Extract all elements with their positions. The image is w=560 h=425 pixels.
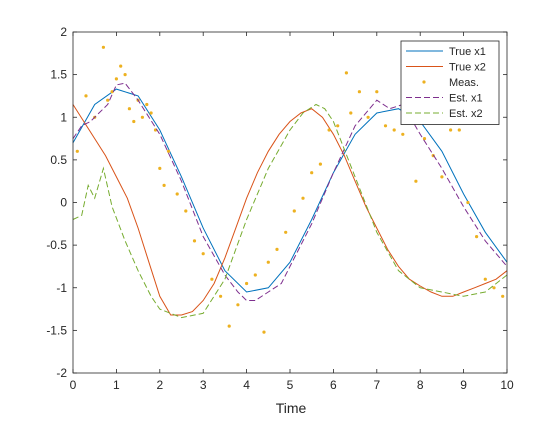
meas-point [349, 111, 353, 115]
legend-label: True x1 [449, 46, 486, 58]
series-line-1 [72, 88, 508, 293]
meas-point [301, 196, 305, 200]
series-line-4 [72, 82, 508, 301]
meas-point [123, 73, 127, 77]
meas-point [219, 294, 223, 298]
meas-point [253, 273, 257, 277]
y-tick-label: 1 [60, 110, 67, 124]
meas-point [366, 115, 370, 119]
x-tick-label: 0 [70, 378, 77, 392]
legend-label: Meas. [449, 77, 479, 89]
meas-point [210, 277, 214, 281]
legend-box [400, 40, 500, 125]
meas-point [275, 247, 279, 251]
legend-label: Est. x1 [449, 93, 483, 105]
y-tick-label: 1.5 [50, 68, 67, 82]
meas-point [375, 90, 379, 94]
y-tick-label: 0.5 [50, 153, 67, 167]
meas-point [119, 64, 123, 68]
meas-point [483, 277, 487, 281]
meas-point [127, 107, 131, 111]
x-tick-label: 1 [113, 378, 120, 392]
y-tick-label: -1 [56, 281, 67, 295]
y-tick-label: -1.5 [46, 323, 67, 337]
meas-point [401, 132, 405, 136]
meas-point [344, 71, 348, 75]
meas-point [449, 128, 453, 132]
x-tick-label: 3 [200, 378, 207, 392]
meas-point [145, 102, 149, 107]
meas-point [245, 281, 249, 286]
meas-point [422, 137, 427, 141]
meas-point [492, 286, 496, 290]
legend-marker [422, 80, 426, 84]
meas-point [149, 111, 153, 115]
meas-point [327, 128, 331, 132]
meas-point [110, 90, 114, 94]
x-tick-label: 10 [500, 378, 514, 392]
meas-point [318, 162, 322, 166]
meas-point [310, 171, 314, 175]
meas-point [440, 175, 444, 179]
meas-point [475, 235, 479, 239]
y-tick-label: 2 [60, 25, 67, 39]
meas-point [466, 200, 470, 205]
meas-point [166, 149, 171, 153]
meas-point [414, 179, 418, 183]
meas-point [501, 294, 505, 298]
meas-point [75, 149, 79, 153]
meas-point [236, 303, 240, 307]
x-tick-label: 2 [156, 378, 163, 392]
meas-point [383, 124, 388, 128]
meas-point [336, 124, 340, 128]
x-tick-label: 9 [460, 378, 467, 392]
x-tick-label: 5 [287, 378, 294, 392]
meas-point [266, 260, 270, 264]
x-tick-label: 8 [417, 378, 424, 392]
meas-point [201, 252, 205, 256]
x-axis-label: Time [276, 400, 307, 416]
meas-point [457, 128, 461, 132]
meas-point [262, 330, 266, 334]
meas-point [106, 98, 110, 102]
meas-point [192, 239, 197, 243]
x-tick-label: 7 [373, 378, 380, 392]
legend: True x1 True x2 Meas. Est. x1 Est. x2 [400, 40, 500, 125]
y-tick-label: -0.5 [46, 238, 67, 252]
meas-point [132, 119, 136, 124]
y-tick-label: 0 [60, 196, 67, 210]
meas-point [101, 45, 105, 49]
legend-label: True x2 [449, 62, 486, 74]
meas-point [292, 209, 296, 213]
meas-point [357, 90, 361, 94]
meas-point [162, 183, 166, 187]
meas-point [84, 94, 88, 98]
axes-layer: 0 1 2 3 4 5 6 7 8 9 10 -2 -1.5 -1 -0.5 0 0.5 1 1.5 2 [46, 25, 514, 392]
meas-point [284, 230, 288, 234]
meas-point [227, 324, 231, 328]
series-line-5 [72, 103, 508, 319]
legend-label: Est. x2 [449, 108, 483, 120]
meas-point [184, 209, 188, 213]
meas-point [175, 192, 179, 196]
meas-point [140, 115, 144, 119]
meas-point [158, 166, 162, 170]
meas-point [114, 77, 118, 81]
y-tick-label: -2 [56, 366, 67, 380]
series-layer [72, 45, 508, 334]
x-tick-label: 6 [330, 378, 337, 392]
x-tick-label: 4 [243, 378, 250, 392]
meas-point [392, 128, 396, 132]
series-line-2 [72, 104, 508, 316]
